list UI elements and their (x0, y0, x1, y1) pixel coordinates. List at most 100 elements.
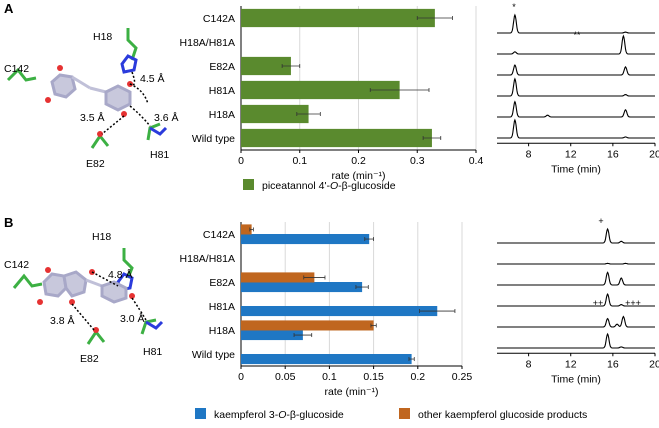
x-tick-label: 0.1 (322, 371, 337, 383)
hbond-dash (101, 115, 125, 135)
e82-residue (90, 133, 110, 149)
legend-swatch-blue (195, 408, 206, 419)
x-tick-label: 0.3 (410, 155, 425, 167)
peak-mark: ** (573, 30, 581, 40)
hbond-dash (129, 83, 149, 105)
ligand-ring-1 (50, 73, 77, 99)
x-tick-label: 0.2 (410, 371, 425, 383)
bar (241, 224, 252, 235)
category-label: H18A/H81A (180, 37, 235, 49)
oxygen-atom (97, 131, 103, 137)
ligand-ring-3 (100, 280, 128, 304)
chromatogram-trace (497, 77, 655, 97)
bar-chart-b: 0 0.05 0.1 0.15 0.2 0.25 rate (min⁻¹) C142A H18A… (180, 222, 473, 398)
category-label: H18A (209, 325, 235, 337)
ligand-chain-2 (89, 86, 107, 94)
oxygen-atom (93, 327, 99, 333)
category-label: H81A (209, 301, 235, 313)
hbond-dash (129, 105, 151, 127)
bar (241, 354, 412, 365)
e82-residue (86, 329, 106, 345)
x-tick-label: 0.25 (452, 371, 473, 383)
x-tick-label: 16 (607, 358, 619, 370)
residue-label-h81: H81 (150, 149, 169, 161)
category-label: H18A (209, 109, 235, 121)
chromatogram-trace (497, 64, 655, 76)
x-tick-label: 8 (526, 148, 532, 160)
peak-mark: * (512, 2, 516, 12)
h18-residue (126, 28, 138, 61)
chromatogram-trace (497, 118, 655, 139)
oxygen-atom (129, 293, 135, 299)
chromatogram-trace (497, 227, 655, 244)
category-label: E82A (209, 277, 235, 289)
legend-label-kaempferol: kaempferol 3-O-β-glucoside (214, 409, 344, 421)
c142-residue (6, 67, 37, 82)
x-tick-label: 12 (565, 358, 577, 370)
chromatogram-trace (497, 100, 655, 118)
oxygen-atom (45, 267, 51, 273)
x-tick-label: 16 (607, 148, 619, 160)
x-tick-label: 0 (238, 155, 244, 167)
x-tick-label: 0.05 (275, 371, 296, 383)
category-label: H81A (209, 85, 235, 97)
chromatogram-trace (497, 271, 655, 286)
residue-label-h18: H18 (93, 31, 112, 43)
distance-label: 4.5 Å (140, 72, 165, 85)
bar (241, 234, 370, 245)
x-axis-label: rate (min⁻¹) (332, 170, 386, 182)
peak-mark: +++ (625, 298, 641, 308)
residue-label-c142: C142 (4, 63, 29, 75)
bar (241, 282, 363, 293)
oxygen-atom (121, 111, 127, 117)
panel-letter-a: A (4, 1, 14, 16)
residue-label-e82: E82 (80, 353, 99, 365)
bar (241, 330, 303, 341)
x-axis-label: Time (min) (551, 163, 601, 175)
bar (241, 306, 438, 317)
distance-label: 3.0 Å (120, 312, 145, 325)
x-tick-label: 20 (649, 148, 659, 160)
distance-label: 3.5 Å (80, 111, 105, 124)
ligand-ring-2 (62, 270, 88, 298)
distance-label: 3.6 Å (154, 111, 179, 124)
panel-letter-b: B (4, 215, 13, 230)
x-tick-label: 8 (526, 358, 532, 370)
legend-swatch-green (243, 179, 254, 190)
chromatogram-trace (497, 315, 655, 328)
category-label: C142A (203, 229, 235, 241)
category-label: Wild type (192, 349, 235, 361)
bar (241, 104, 309, 124)
oxygen-atom (69, 299, 75, 305)
hbond-dash (131, 297, 147, 321)
peak-mark: + (598, 216, 603, 226)
bar (241, 320, 374, 331)
ligand-chain (85, 278, 103, 288)
x-tick-label: 0.4 (469, 155, 484, 167)
x-tick-label: 0.15 (363, 371, 384, 383)
legend-b: kaempferol 3-O-β-glucoside other kaempfe… (195, 408, 587, 421)
legend-label-other-products: other kaempferol glucoside products (418, 409, 587, 421)
x-tick-label: 0.2 (351, 155, 366, 167)
bar (241, 272, 315, 283)
h18-residue (122, 248, 134, 279)
h81-ring (145, 320, 164, 330)
x-tick-label: 12 (565, 148, 577, 160)
residue-label-h81: H81 (143, 346, 162, 358)
ligand-ring-2 (104, 84, 132, 112)
legend-a: piceatannol 4'-O-β-glucoside (243, 179, 396, 192)
peak-mark: ++ (593, 298, 604, 308)
oxygen-atom (37, 299, 43, 305)
oxygen-atom (57, 65, 63, 71)
x-tick-label: 0 (238, 371, 244, 383)
structure-b: C142 H18 E82 H81 4.8 Å 3.8 Å 3.0 Å (4, 231, 164, 365)
legend-swatch-orange (399, 408, 410, 419)
category-label: Wild type (192, 133, 235, 145)
hbond-dash (71, 303, 95, 331)
bar (241, 8, 435, 28)
oxygen-atom (45, 97, 51, 103)
h18-ring (120, 54, 138, 74)
